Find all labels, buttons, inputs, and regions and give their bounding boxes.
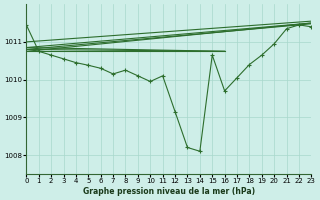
X-axis label: Graphe pression niveau de la mer (hPa): Graphe pression niveau de la mer (hPa) [83, 187, 255, 196]
